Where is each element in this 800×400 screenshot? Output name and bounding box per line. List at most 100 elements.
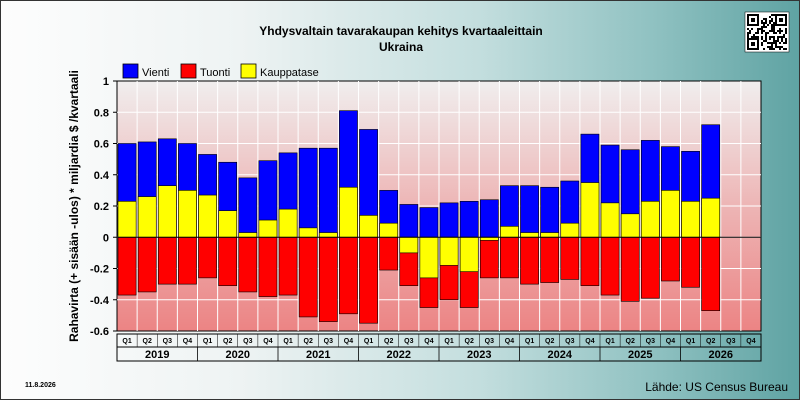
qr-module — [775, 42, 777, 44]
qr-module — [773, 48, 775, 50]
qr-module — [761, 30, 763, 32]
bar-kauppatase — [298, 227, 318, 238]
bar-kauppatase — [661, 190, 680, 238]
qr-module — [771, 48, 773, 50]
qr-module — [773, 14, 775, 16]
bar-kauppatase — [500, 226, 519, 238]
quarter-label: Q4 — [666, 338, 675, 345]
qr-module — [781, 30, 783, 32]
qr-module — [779, 42, 781, 44]
qr-module — [773, 40, 775, 42]
qr-module — [755, 36, 757, 38]
bar-kauppatase — [439, 236, 459, 266]
qr-module — [769, 48, 771, 50]
qr-module — [765, 36, 767, 38]
qr-module — [767, 32, 769, 34]
qr-module — [761, 36, 763, 38]
bar-kauppatase — [379, 222, 399, 238]
quarter-label: Q2 — [384, 338, 393, 345]
footer-date: 11.8.2026 — [25, 382, 56, 389]
quarter-label: Q4 — [183, 338, 192, 345]
qr-module — [751, 28, 753, 30]
qr-module — [785, 40, 787, 42]
qr-module — [775, 32, 777, 34]
bar-kauppatase — [339, 186, 358, 238]
bar-vienti — [439, 202, 459, 238]
y-tick-label: 0.8 — [94, 107, 109, 119]
qr-module — [769, 22, 771, 24]
qr-module — [775, 44, 777, 46]
quarter-label: Q1 — [686, 338, 695, 345]
bar-kauppatase — [600, 202, 620, 238]
y-tick-label: 0.6 — [94, 139, 109, 151]
bar-tuonti — [198, 236, 217, 279]
qr-module — [763, 30, 765, 32]
bar-kauppatase — [157, 185, 177, 238]
qr-module — [785, 32, 787, 34]
qr-module — [761, 26, 763, 28]
footer-source: Lähde: US Census Bureau — [645, 380, 788, 394]
bar-tuonti — [339, 236, 358, 315]
qr-finder-core — [751, 42, 755, 46]
qr-module — [753, 36, 755, 38]
qr-module — [773, 42, 775, 44]
bar-kauppatase — [681, 201, 700, 238]
qr-module — [785, 30, 787, 32]
quarter-label: Q3 — [485, 338, 494, 345]
qr-module — [763, 26, 765, 28]
qr-module — [765, 34, 767, 36]
qr-module — [773, 30, 775, 32]
quarter-label: Q2 — [143, 338, 152, 345]
y-axis-label: Rahavirta (+ sisään -ulos) * miljardia $… — [67, 70, 81, 342]
qr-module — [771, 18, 773, 20]
y-tick-label: 1 — [103, 76, 109, 88]
qr-module — [779, 32, 781, 34]
quarter-label: Q3 — [163, 338, 172, 345]
qr-module — [777, 30, 779, 32]
bar-kauppatase — [640, 201, 660, 238]
quarter-label: Q4 — [263, 338, 272, 345]
bar-kauppatase — [520, 232, 539, 238]
bar-tuonti — [640, 236, 660, 299]
bar-tuonti — [540, 236, 560, 283]
bar-kauppatase — [258, 219, 278, 238]
qr-module — [765, 40, 767, 42]
qr-module — [771, 28, 773, 30]
bar-tuonti — [620, 236, 640, 302]
quarter-label: Q2 — [223, 338, 232, 345]
qr-module — [759, 28, 761, 30]
bar-kauppatase — [701, 197, 721, 238]
y-tick-label: -0.2 — [90, 264, 109, 276]
bar-kauppatase — [278, 208, 298, 238]
qr-module — [757, 30, 759, 32]
qr-module — [747, 28, 749, 30]
qr-module — [753, 34, 755, 36]
qr-module — [785, 38, 787, 40]
bar-tuonti — [681, 236, 700, 288]
qr-module — [777, 46, 779, 48]
bar-kauppatase — [238, 232, 258, 238]
qr-module — [771, 24, 773, 26]
qr-module — [771, 44, 773, 46]
year-label: 2020 — [226, 349, 250, 361]
qr-module — [777, 36, 779, 38]
quarter-label: Q1 — [444, 338, 453, 345]
quarter-label: Q1 — [283, 338, 292, 345]
year-label: 2021 — [306, 349, 330, 361]
quarter-label: Q2 — [465, 338, 474, 345]
qr-module — [771, 20, 773, 22]
y-tick-label: 0 — [103, 232, 109, 244]
bar-vienti — [520, 185, 539, 238]
qr-module — [761, 22, 763, 24]
bar-tuonti — [298, 236, 318, 318]
qr-module — [773, 24, 775, 26]
bar-kauppatase — [218, 210, 238, 238]
y-tick-label: -0.4 — [90, 295, 110, 307]
qr-module — [775, 46, 777, 48]
qr-module — [781, 46, 783, 48]
quarter-label: Q4 — [344, 338, 353, 345]
quarter-label: Q4 — [585, 338, 594, 345]
bar-kauppatase — [419, 236, 439, 279]
